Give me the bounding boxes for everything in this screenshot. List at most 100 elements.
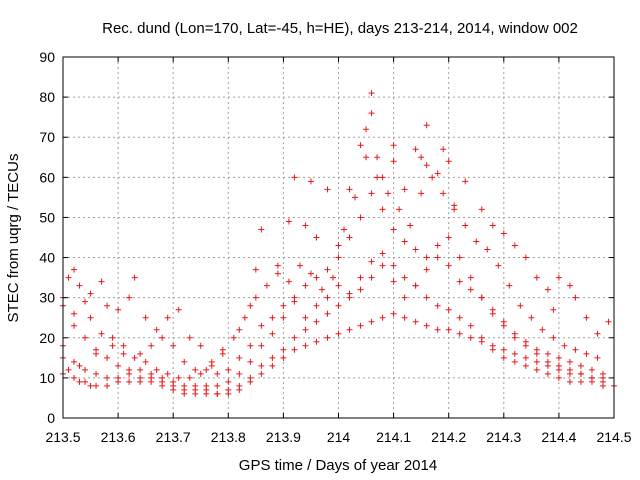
- data-point: [186, 374, 193, 381]
- data-point: [374, 174, 381, 181]
- data-point: [324, 294, 331, 301]
- data-point: [137, 350, 144, 357]
- data-point: [368, 258, 375, 265]
- data-point: [104, 382, 111, 389]
- data-point: [528, 314, 535, 321]
- data-point: [368, 318, 375, 325]
- data-point: [390, 158, 397, 165]
- data-point: [566, 282, 573, 289]
- data-point: [341, 226, 348, 233]
- data-point: [445, 234, 452, 241]
- data-point: [324, 310, 331, 317]
- data-point: [346, 326, 353, 333]
- data-point: [82, 298, 89, 305]
- data-point: [82, 378, 89, 385]
- data-point: [550, 306, 557, 313]
- data-point: [412, 246, 419, 253]
- data-point: [522, 254, 529, 261]
- data-point: [489, 222, 496, 229]
- data-point: [175, 306, 182, 313]
- data-point: [126, 294, 133, 301]
- data-point: [401, 294, 408, 301]
- x-tick-label: 214.5: [596, 429, 631, 445]
- data-point: [131, 354, 138, 361]
- data-point: [379, 174, 386, 181]
- data-point: [252, 266, 259, 273]
- data-point: [324, 186, 331, 193]
- data-point: [588, 366, 595, 373]
- data-point: [374, 154, 381, 161]
- data-point: [208, 358, 215, 365]
- data-point: [412, 318, 419, 325]
- x-tick-label: 213.9: [266, 429, 301, 445]
- data-point: [583, 314, 590, 321]
- data-point: [555, 374, 562, 381]
- data-point: [550, 334, 557, 341]
- data-point: [434, 170, 441, 177]
- data-point: [98, 278, 105, 285]
- data-point: [313, 274, 320, 281]
- data-point: [357, 322, 364, 329]
- data-point: [462, 222, 469, 229]
- data-point: [423, 294, 430, 301]
- data-point: [170, 378, 177, 385]
- data-point: [533, 366, 540, 373]
- data-point: [423, 266, 430, 273]
- data-point: [258, 322, 265, 329]
- data-point: [280, 302, 287, 309]
- data-point: [247, 358, 254, 365]
- data-point: [214, 390, 221, 397]
- data-point: [511, 242, 518, 249]
- data-point: [115, 374, 122, 381]
- data-point: [456, 314, 463, 321]
- data-point: [533, 358, 540, 365]
- data-point: [93, 370, 100, 377]
- data-point: [346, 186, 353, 193]
- data-point: [76, 282, 83, 289]
- data-point: [423, 254, 430, 261]
- data-point: [148, 370, 155, 377]
- data-point: [175, 374, 182, 381]
- data-point: [357, 142, 364, 149]
- data-point: [142, 314, 149, 321]
- data-point: [390, 310, 397, 317]
- data-point: [533, 350, 540, 357]
- data-point: [346, 294, 353, 301]
- data-point: [484, 246, 491, 253]
- data-point: [418, 190, 425, 197]
- data-point: [583, 350, 590, 357]
- data-point: [203, 366, 210, 373]
- data-point: [357, 286, 364, 293]
- data-point: [109, 334, 116, 341]
- data-point: [120, 342, 127, 349]
- data-point: [379, 262, 386, 269]
- data-point: [137, 374, 144, 381]
- data-point: [71, 322, 78, 329]
- data-point: [164, 314, 171, 321]
- data-point: [280, 314, 287, 321]
- data-point: [65, 274, 72, 281]
- data-point: [302, 314, 309, 321]
- data-point: [269, 354, 276, 361]
- data-point: [252, 294, 259, 301]
- y-tick-label: 20: [39, 330, 55, 346]
- data-point: [302, 282, 309, 289]
- data-point: [544, 350, 551, 357]
- data-point: [71, 310, 78, 317]
- data-point: [511, 350, 518, 357]
- data-point: [291, 294, 298, 301]
- data-point: [230, 334, 237, 341]
- y-axis-label: STEC from uqrg / TECUs: [5, 154, 22, 323]
- data-point: [313, 338, 320, 345]
- data-point: [390, 262, 397, 269]
- data-point: [456, 330, 463, 337]
- data-point: [225, 366, 232, 373]
- data-point: [214, 382, 221, 389]
- data-point: [247, 342, 254, 349]
- data-point: [401, 274, 408, 281]
- data-point: [357, 214, 364, 221]
- x-tick-label: 213.8: [211, 429, 246, 445]
- data-point: [329, 274, 336, 281]
- data-point: [307, 178, 314, 185]
- data-point: [533, 274, 540, 281]
